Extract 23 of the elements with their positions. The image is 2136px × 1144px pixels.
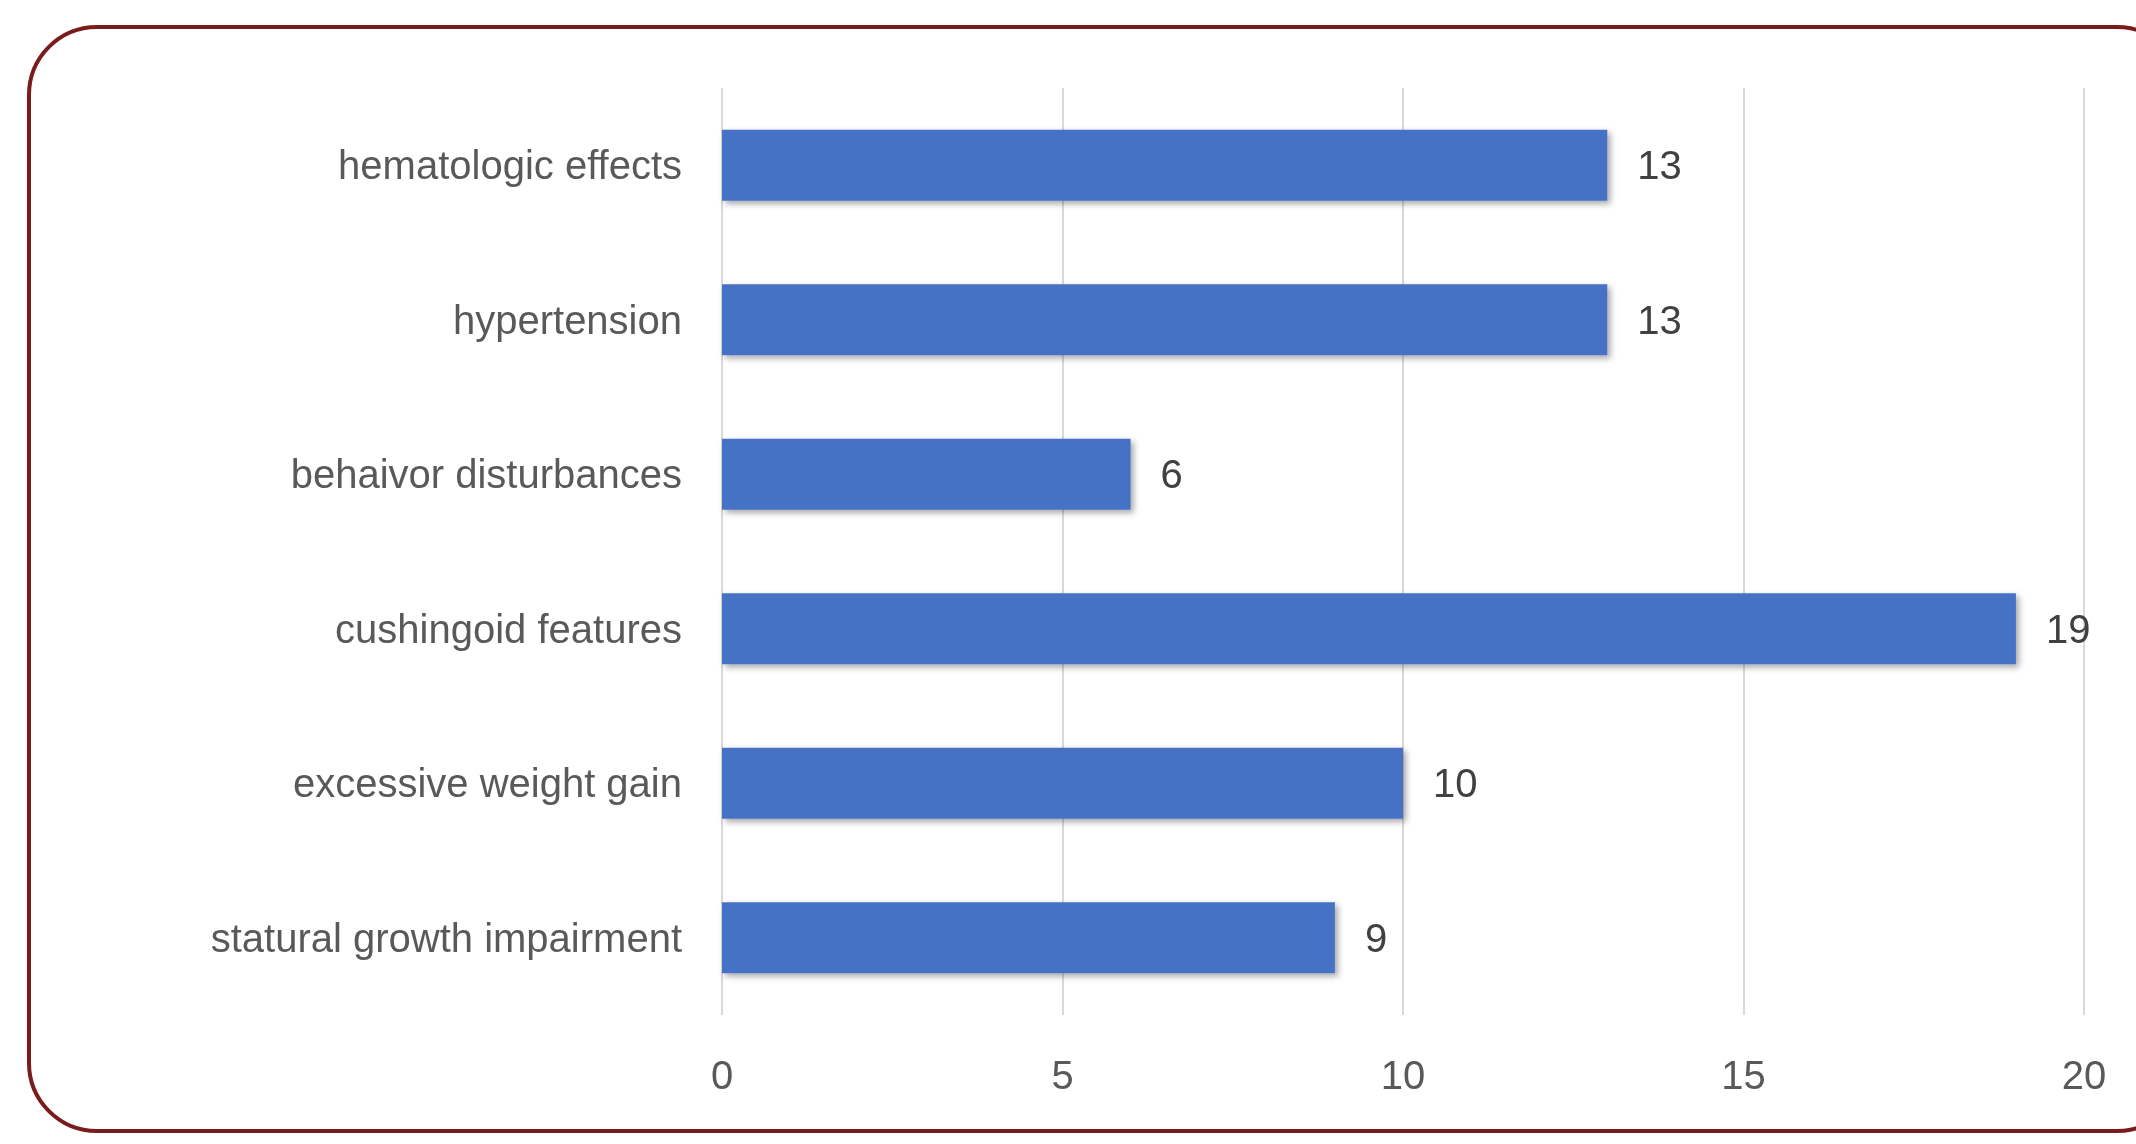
data-label: 13 (1637, 143, 1682, 188)
x-tick-label: 0 (710, 1053, 734, 1097)
y-tick-label: cushingoid features (335, 606, 682, 651)
x-tick-label: 10 (1380, 1053, 1426, 1097)
bar (722, 747, 1403, 819)
x-tick-label: 15 (1721, 1053, 1766, 1097)
y-tick-label: excessive weight gain (292, 761, 682, 806)
bar (722, 902, 1335, 974)
y-tick-label: statural growth impairment (210, 915, 682, 960)
x-tick-label: 5 (1051, 1053, 1074, 1097)
bar (722, 129, 1608, 201)
data-label: 10 (1433, 761, 1478, 806)
bar (722, 438, 1131, 510)
bar (722, 593, 2016, 665)
y-tick-label: behaivor disturbances (290, 452, 682, 497)
data-label: 13 (1637, 297, 1682, 342)
data-label: 9 (1364, 915, 1388, 960)
data-label: 19 (2045, 606, 2091, 651)
x-tick-label: 20 (2061, 1053, 2107, 1097)
y-tick-label: hematologic effects (338, 143, 682, 188)
bar (722, 284, 1608, 356)
data-label: 6 (1160, 452, 1183, 497)
y-tick-label: hypertension (452, 297, 682, 342)
